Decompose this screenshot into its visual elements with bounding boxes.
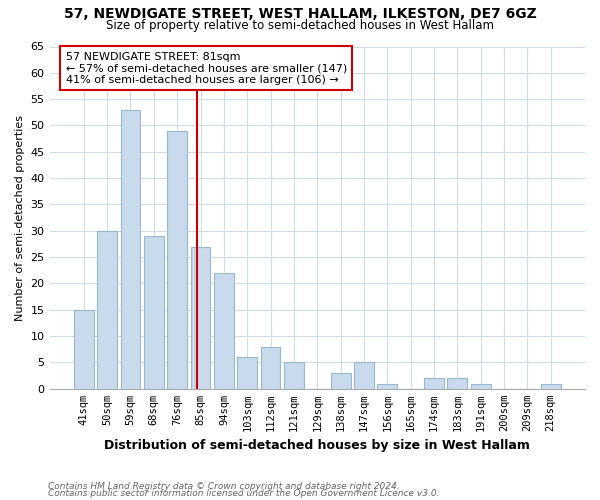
Bar [354, 362, 374, 389]
Bar [471, 384, 491, 389]
Bar [448, 378, 467, 389]
Bar [144, 236, 164, 389]
Bar [377, 384, 397, 389]
Bar [424, 378, 444, 389]
Bar [238, 357, 257, 389]
Text: Contains public sector information licensed under the Open Government Licence v3: Contains public sector information licen… [48, 490, 439, 498]
Y-axis label: Number of semi-detached properties: Number of semi-detached properties [15, 114, 25, 320]
Bar [284, 362, 304, 389]
Bar [97, 231, 117, 389]
Bar [260, 346, 280, 389]
X-axis label: Distribution of semi-detached houses by size in West Hallam: Distribution of semi-detached houses by … [104, 440, 530, 452]
Bar [167, 131, 187, 389]
Bar [541, 384, 560, 389]
Bar [121, 110, 140, 389]
Bar [191, 246, 211, 389]
Bar [331, 373, 350, 389]
Bar [214, 273, 234, 389]
Text: 57, NEWDIGATE STREET, WEST HALLAM, ILKESTON, DE7 6GZ: 57, NEWDIGATE STREET, WEST HALLAM, ILKES… [64, 8, 536, 22]
Text: Contains HM Land Registry data © Crown copyright and database right 2024.: Contains HM Land Registry data © Crown c… [48, 482, 400, 491]
Text: 57 NEWDIGATE STREET: 81sqm
← 57% of semi-detached houses are smaller (147)
41% o: 57 NEWDIGATE STREET: 81sqm ← 57% of semi… [65, 52, 347, 85]
Bar [74, 310, 94, 389]
Text: Size of property relative to semi-detached houses in West Hallam: Size of property relative to semi-detach… [106, 19, 494, 32]
